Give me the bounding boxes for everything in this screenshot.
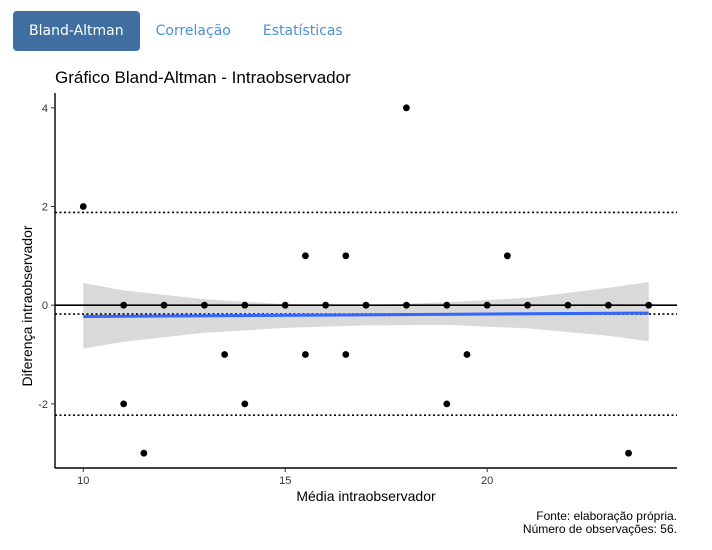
y-tick-label: -2 [38, 399, 48, 411]
data-point [443, 301, 451, 309]
data-point [362, 301, 370, 309]
data-point [524, 301, 531, 309]
data-point [645, 301, 653, 309]
x-tick-label: 15 [279, 475, 291, 487]
x-axis-label: Média intraobservador [296, 488, 436, 504]
data-point [402, 301, 410, 309]
tab-bar: Bland-Altman Correlação Estatísticas [13, 11, 359, 51]
data-point [342, 252, 350, 260]
tab-correlacao[interactable]: Correlação [155, 23, 231, 39]
data-point [564, 301, 572, 309]
tab-estatisticas[interactable]: Estatísticas [262, 23, 343, 39]
data-point [302, 351, 309, 358]
x-tick-label: 10 [77, 475, 89, 487]
y-tick-label: 4 [42, 103, 48, 115]
tab-bland-altman[interactable]: Bland-Altman [13, 11, 140, 51]
data-point [201, 301, 208, 309]
caption-count: Número de observações: 56. [523, 522, 677, 536]
data-point [140, 449, 148, 457]
data-point [402, 104, 410, 112]
caption-source: Fonte: elaboração própria. [536, 509, 677, 523]
data-point [604, 301, 612, 309]
data-point [302, 252, 309, 260]
data-point [79, 203, 87, 210]
data-point [160, 301, 168, 309]
y-tick-label: 2 [42, 201, 48, 213]
data-point [322, 301, 330, 309]
data-point [463, 351, 471, 358]
bland-altman-chart: Gráfico Bland-Altman - Intraobservador -… [19, 68, 677, 536]
trend-line [83, 311, 649, 319]
data-point [483, 301, 491, 309]
x-tick-label: 20 [481, 475, 493, 487]
data-point [281, 301, 289, 309]
y-tick-label: 0 [42, 300, 48, 312]
y-axis-label: Diferença intraobservador [19, 225, 35, 386]
data-point [120, 301, 128, 309]
data-point [342, 351, 350, 358]
data-point [503, 252, 511, 260]
data-point [241, 301, 249, 309]
data-point [625, 449, 632, 457]
data-point [221, 351, 229, 358]
data-point [241, 400, 249, 408]
data-point [120, 400, 128, 408]
chart-title: Gráfico Bland-Altman - Intraobservador [55, 68, 351, 87]
data-point [443, 400, 451, 408]
